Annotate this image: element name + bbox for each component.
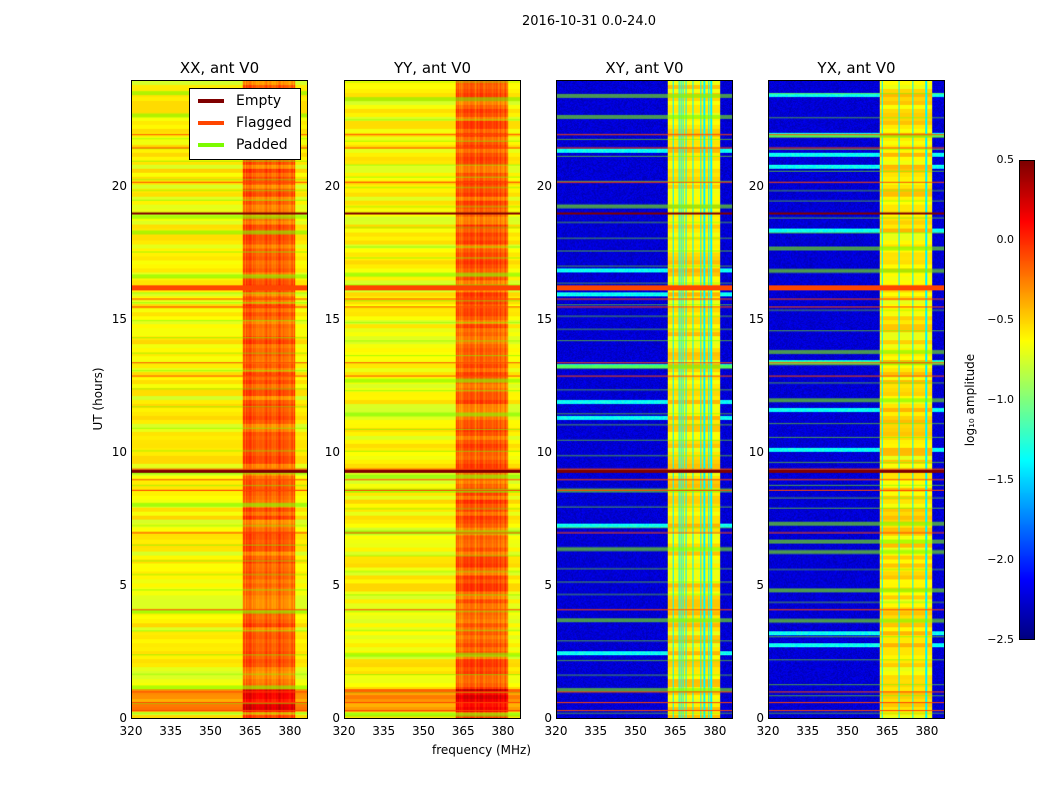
x-tick-label: 335 bbox=[372, 724, 396, 738]
x-tick-label: 365 bbox=[238, 724, 262, 738]
heatmap-xy bbox=[556, 80, 733, 719]
y-tick-label: 10 bbox=[748, 444, 764, 459]
y-tick-label: 15 bbox=[111, 311, 127, 326]
colorbar-tick-label: −2.5 bbox=[987, 633, 1014, 646]
y-tick-label: 0 bbox=[756, 711, 764, 725]
heatmap-yy bbox=[344, 80, 521, 719]
legend-label: Padded bbox=[236, 137, 288, 153]
figure-title: 2016-10-31 0.0-24.0 bbox=[522, 14, 656, 29]
colorbar-tick-label: −2.0 bbox=[987, 553, 1014, 566]
x-tick-label: 320 bbox=[544, 724, 568, 738]
legend-label: Empty bbox=[236, 93, 282, 109]
legend-swatch bbox=[198, 143, 224, 147]
y-tick-label: 20 bbox=[324, 178, 340, 193]
colorbar-label: log₁₀ amplitude bbox=[963, 353, 977, 447]
x-tick-label: 380 bbox=[703, 724, 727, 738]
panel-title: YX, ant V0 bbox=[817, 59, 896, 77]
x-tick-label: 335 bbox=[796, 724, 820, 738]
heatmap-xx bbox=[131, 80, 308, 719]
x-axis-label: frequency (MHz) bbox=[432, 743, 532, 757]
y-tick-label: 20 bbox=[536, 178, 552, 193]
x-tick-label: 350 bbox=[624, 724, 647, 738]
y-tick-label: 0 bbox=[119, 711, 127, 725]
legend-swatch bbox=[198, 121, 224, 125]
colorbar-tick-label: 0.0 bbox=[996, 233, 1015, 246]
x-tick-label: 350 bbox=[836, 724, 859, 738]
x-tick-label: 380 bbox=[278, 724, 302, 738]
y-tick-label: 15 bbox=[324, 311, 340, 326]
x-tick-label: 350 bbox=[199, 724, 222, 738]
x-tick-label: 320 bbox=[119, 724, 143, 738]
panel-title: XY, ant V0 bbox=[605, 59, 684, 77]
y-tick-label: 5 bbox=[332, 577, 340, 592]
legend-entry-padded: Padded bbox=[198, 136, 288, 154]
legend-entry-flagged: Flagged bbox=[198, 114, 292, 132]
colorbar bbox=[1019, 160, 1035, 640]
legend-entry-empty: Empty bbox=[198, 92, 281, 110]
y-tick-label: 5 bbox=[119, 577, 127, 592]
heatmap-yx bbox=[768, 80, 945, 719]
x-tick-label: 365 bbox=[875, 724, 899, 738]
x-tick-label: 335 bbox=[159, 724, 183, 738]
legend: Empty Flagged Padded bbox=[189, 88, 301, 160]
y-tick-label: 20 bbox=[748, 178, 764, 193]
y-tick-label: 15 bbox=[748, 311, 764, 326]
y-tick-label: 10 bbox=[536, 444, 552, 459]
colorbar-tick-label: −1.0 bbox=[987, 393, 1014, 406]
colorbar-tick-label: −1.5 bbox=[987, 473, 1014, 486]
y-tick-label: 5 bbox=[544, 577, 552, 592]
x-tick-label: 380 bbox=[915, 724, 939, 738]
legend-swatch bbox=[198, 99, 224, 103]
panel-title: XX, ant V0 bbox=[179, 59, 260, 77]
x-tick-label: 320 bbox=[756, 724, 780, 738]
x-tick-label: 380 bbox=[491, 724, 515, 738]
y-tick-label: 10 bbox=[111, 444, 127, 459]
x-tick-label: 365 bbox=[663, 724, 687, 738]
colorbar-tick-label: −0.5 bbox=[987, 313, 1014, 326]
y-tick-label: 0 bbox=[544, 711, 552, 725]
y-tick-label: 10 bbox=[324, 444, 340, 459]
y-tick-label: 5 bbox=[756, 577, 764, 592]
y-tick-label: 15 bbox=[536, 311, 552, 326]
colorbar-tick-label: 0.5 bbox=[996, 153, 1015, 166]
x-tick-label: 365 bbox=[451, 724, 475, 738]
x-tick-label: 335 bbox=[584, 724, 608, 738]
y-tick-label: 20 bbox=[111, 178, 127, 193]
y-axis-label: UT (hours) bbox=[91, 367, 105, 431]
x-tick-label: 350 bbox=[412, 724, 435, 738]
panel-title: YY, ant V0 bbox=[393, 59, 471, 77]
legend-label: Flagged bbox=[236, 115, 292, 131]
y-tick-label: 0 bbox=[332, 711, 340, 725]
x-tick-label: 320 bbox=[332, 724, 356, 738]
